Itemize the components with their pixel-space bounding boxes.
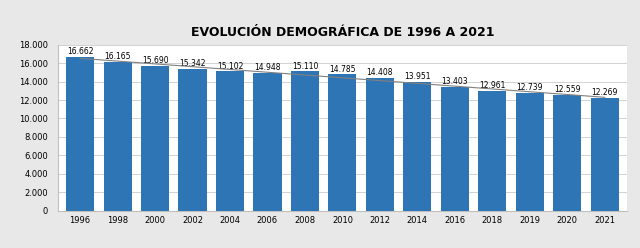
Bar	[478, 91, 506, 211]
Bar	[591, 97, 619, 211]
Bar	[66, 57, 94, 211]
Text: 14.408: 14.408	[367, 68, 393, 77]
Bar	[253, 73, 282, 211]
Text: 15.102: 15.102	[217, 62, 243, 71]
Text: 14.948: 14.948	[254, 63, 281, 72]
Bar	[441, 87, 469, 211]
Text: 15.690: 15.690	[141, 56, 168, 65]
Text: 12.739: 12.739	[516, 84, 543, 93]
Text: 16.662: 16.662	[67, 47, 93, 56]
Text: 12.269: 12.269	[591, 88, 618, 97]
Text: 12.961: 12.961	[479, 81, 506, 91]
Bar	[516, 93, 544, 211]
Text: 16.165: 16.165	[104, 52, 131, 61]
Bar	[328, 74, 356, 211]
Text: 13.951: 13.951	[404, 72, 431, 81]
Bar	[141, 66, 169, 211]
Bar	[366, 78, 394, 211]
Text: 12.559: 12.559	[554, 85, 580, 94]
Text: 13.403: 13.403	[442, 77, 468, 86]
Bar	[553, 95, 581, 211]
Bar	[179, 69, 207, 211]
Bar	[291, 71, 319, 211]
Text: 15.110: 15.110	[292, 62, 318, 71]
Bar	[104, 62, 132, 211]
Bar	[403, 82, 431, 211]
Text: 15.342: 15.342	[179, 60, 205, 68]
Text: 14.785: 14.785	[329, 64, 356, 74]
Bar	[216, 71, 244, 211]
Title: EVOLUCIÓN DEMOGRÁFICA DE 1996 A 2021: EVOLUCIÓN DEMOGRÁFICA DE 1996 A 2021	[191, 26, 494, 39]
